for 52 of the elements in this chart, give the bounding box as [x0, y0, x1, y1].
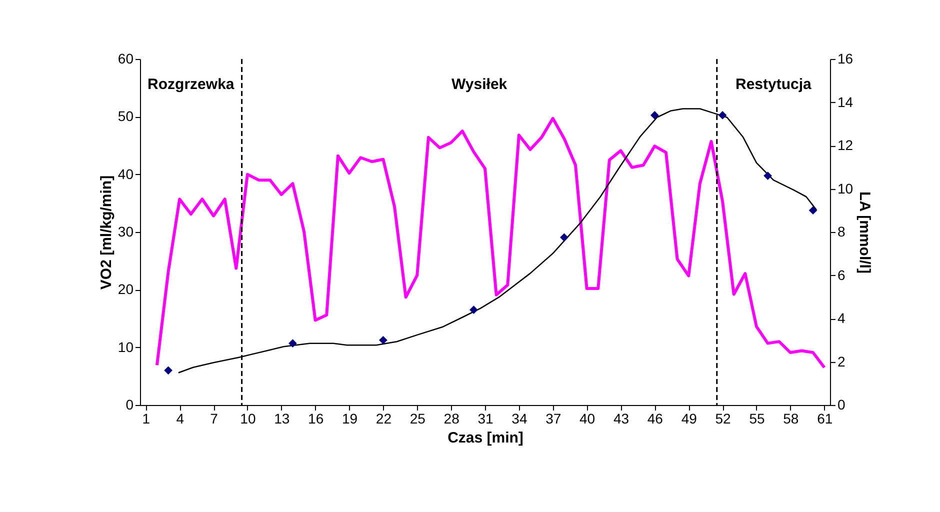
- x-tick-label: 61: [817, 410, 833, 426]
- x-tick-label: 10: [240, 410, 256, 426]
- x-tick-label: 28: [444, 410, 460, 426]
- y2-tick-label: 4: [838, 310, 846, 326]
- y-tick-label: 10: [118, 338, 134, 355]
- point: [650, 111, 659, 120]
- point: [718, 111, 727, 120]
- point: [379, 336, 388, 344]
- annotation: Rozgrzewka: [148, 76, 235, 93]
- x-tick-label: 37: [546, 410, 562, 426]
- y-tick-label: 20: [118, 281, 134, 298]
- x-tick-label: 1: [142, 410, 150, 426]
- y2-tick-label: 6: [838, 266, 846, 283]
- x-tick-label: 34: [512, 410, 528, 426]
- x-tick-label: 31: [478, 410, 494, 426]
- y-tick-label: 60: [118, 50, 134, 66]
- y2-tick-label: 0: [838, 396, 846, 412]
- point: [288, 339, 297, 348]
- point: [764, 172, 772, 180]
- point: [164, 366, 172, 375]
- y2-tick-label: 8: [838, 224, 846, 240]
- x-tick-label: 25: [410, 410, 426, 426]
- point: [808, 206, 818, 215]
- x-axis-title: Czas [min]: [448, 430, 524, 446]
- y-tick-label: 0: [126, 396, 134, 412]
- x-tick-label: 58: [783, 410, 799, 426]
- x-tick-label: 22: [376, 410, 392, 426]
- y2-tick-label: 10: [838, 180, 854, 196]
- y2-tick-label: 2: [838, 353, 846, 370]
- x-tick-label: 4: [176, 410, 184, 426]
- annotation: Restytucja: [736, 76, 812, 93]
- x-tick-label: 13: [274, 410, 290, 426]
- x-tick-label: 40: [580, 410, 596, 426]
- y-axis-title: VO2 [ml/kg/min]: [98, 175, 115, 290]
- y-tick-label: 30: [118, 224, 134, 240]
- y2-axis-title: LA [mmol/l]: [856, 192, 874, 274]
- x-tick-label: 43: [613, 410, 630, 426]
- x-tick-label: 52: [715, 410, 732, 426]
- point: [560, 233, 568, 242]
- y2-tick-label: 16: [838, 50, 854, 66]
- x-tick-label: 55: [749, 410, 765, 426]
- x-tick-label: 49: [681, 410, 698, 426]
- x-tick-label: 16: [308, 410, 324, 426]
- y2-tick-label: 12: [838, 137, 854, 153]
- y2-tick-label: 14: [838, 94, 854, 110]
- point: [470, 306, 478, 314]
- annotation: Wysiłek: [452, 76, 508, 93]
- y-tick-label: 50: [118, 108, 134, 124]
- x-tick-label: 19: [342, 410, 358, 426]
- y-tick-label: 40: [118, 166, 134, 182]
- x-tick-label: 46: [647, 410, 664, 426]
- x-tick-label: 7: [210, 410, 218, 426]
